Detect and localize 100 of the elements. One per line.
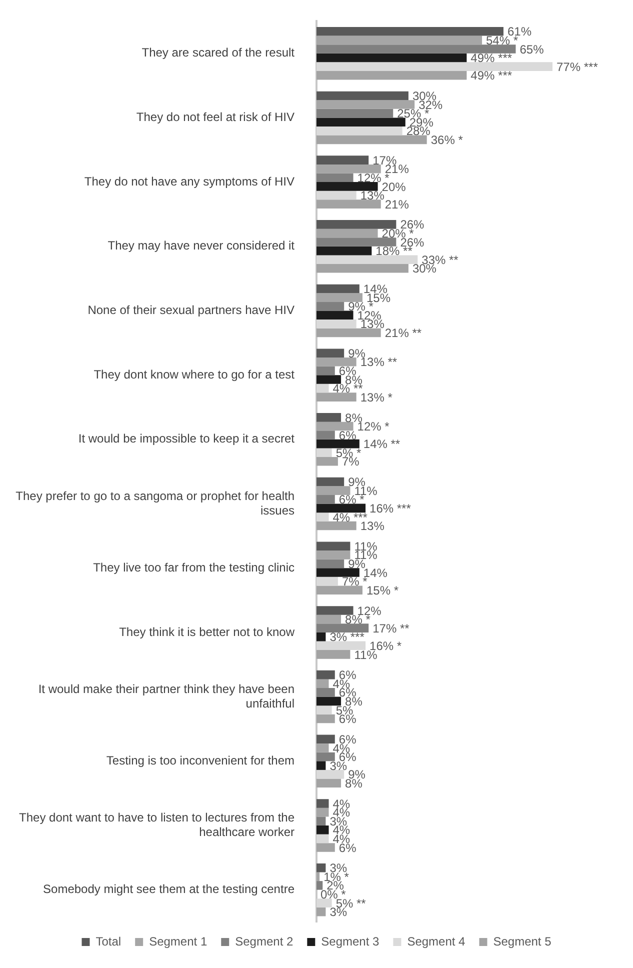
y-tick-label: Somebody might see them at the testing centre [43, 882, 295, 896]
bar [316, 264, 408, 273]
y-tick-label: They think it is better not to know [119, 624, 295, 639]
legend-label: Segment 1 [149, 934, 208, 948]
legend-label: Segment 3 [321, 934, 380, 948]
bar [316, 439, 360, 448]
data-label: 6% [338, 428, 357, 442]
data-label: 3% *** [330, 630, 365, 644]
bar [316, 220, 396, 229]
bar [316, 907, 326, 916]
bar [316, 863, 326, 872]
bar [316, 752, 335, 762]
bar [316, 190, 356, 200]
bar [316, 284, 360, 294]
data-label: 16% *** [370, 501, 412, 516]
legend-label: Total [96, 934, 122, 948]
y-tick-label: They may have never considered it [108, 238, 296, 253]
bar [316, 825, 329, 834]
bar [316, 182, 378, 191]
data-label: 15% * [366, 583, 399, 598]
bar [316, 494, 335, 504]
bar [316, 126, 402, 136]
bar [316, 53, 467, 62]
bar [316, 542, 350, 551]
data-label: 65% [520, 42, 544, 56]
bar [316, 521, 356, 530]
bar [316, 504, 366, 513]
y-tick-label: It would be impossible to keep it a secret [78, 432, 296, 446]
y-tick-label: They dont know where to go for a test [94, 367, 296, 382]
bar [316, 734, 335, 744]
bar [316, 679, 329, 688]
bar [316, 816, 326, 826]
legend-label: Segment 2 [235, 934, 294, 948]
bar [316, 706, 332, 714]
bar [316, 457, 338, 466]
bar [316, 872, 320, 882]
data-label: 36% * [430, 133, 464, 148]
bar [316, 44, 516, 54]
bar [316, 200, 381, 208]
bar [316, 310, 354, 320]
bar [316, 670, 335, 680]
y-tick-label: They prefer to go to a sangoma or prophet for health issues [16, 488, 294, 518]
y-tick-label: It would make their partner think they have been unfaithful [38, 682, 294, 710]
bar [316, 568, 360, 577]
bar [316, 843, 335, 852]
bar [316, 770, 344, 779]
data-label: 21% ** [384, 326, 422, 340]
bar [316, 228, 378, 238]
y-tick-label: They are scared of the result [142, 46, 296, 60]
bar [316, 164, 381, 174]
bar [316, 696, 342, 706]
data-label: 77% *** [556, 60, 598, 74]
data-label: 17% ** [372, 621, 410, 636]
bar [316, 778, 342, 788]
data-label: 14% ** [363, 437, 400, 452]
bar [316, 614, 342, 624]
y-tick-label: None of their sexual partners have HIV [88, 303, 294, 318]
bar [316, 156, 369, 164]
bar [316, 62, 553, 71]
bar [316, 422, 354, 431]
bar [316, 293, 362, 302]
bar [316, 366, 335, 376]
bar [316, 135, 427, 144]
y-tick-label: They live too far from the testing clinic [93, 560, 294, 574]
bar [316, 430, 335, 440]
bar [316, 512, 329, 522]
data-label: 49% *** [470, 51, 512, 66]
bar [316, 328, 381, 338]
data-label: 21% [384, 197, 410, 212]
bar [316, 255, 418, 264]
bar [316, 834, 329, 844]
bar [316, 486, 350, 495]
bar [316, 559, 344, 568]
data-label: 13% * [360, 390, 393, 404]
bar [316, 118, 406, 127]
bar [316, 100, 415, 109]
bar [316, 173, 354, 182]
bar [316, 477, 344, 486]
y-tick-label: They do not have any symptoms of HIV [84, 174, 294, 188]
bar [316, 744, 329, 752]
bar [316, 413, 342, 422]
bar [316, 238, 396, 246]
bar [316, 70, 467, 80]
bar [316, 881, 323, 890]
legend-label: Segment 4 [407, 934, 466, 948]
bar [316, 586, 362, 594]
bar [316, 576, 338, 586]
legend-label: Segment 5 [493, 934, 552, 948]
bar [316, 348, 344, 358]
bar [316, 632, 326, 642]
bar [316, 714, 335, 724]
bar [316, 320, 356, 328]
bar [316, 26, 504, 36]
bar [316, 799, 329, 808]
bar [316, 688, 335, 697]
bar [316, 36, 482, 45]
bar [316, 375, 342, 384]
y-tick-label: They do not feel at risk of HIV [136, 110, 294, 124]
bar [316, 448, 332, 458]
data-label: 49% *** [470, 68, 512, 83]
